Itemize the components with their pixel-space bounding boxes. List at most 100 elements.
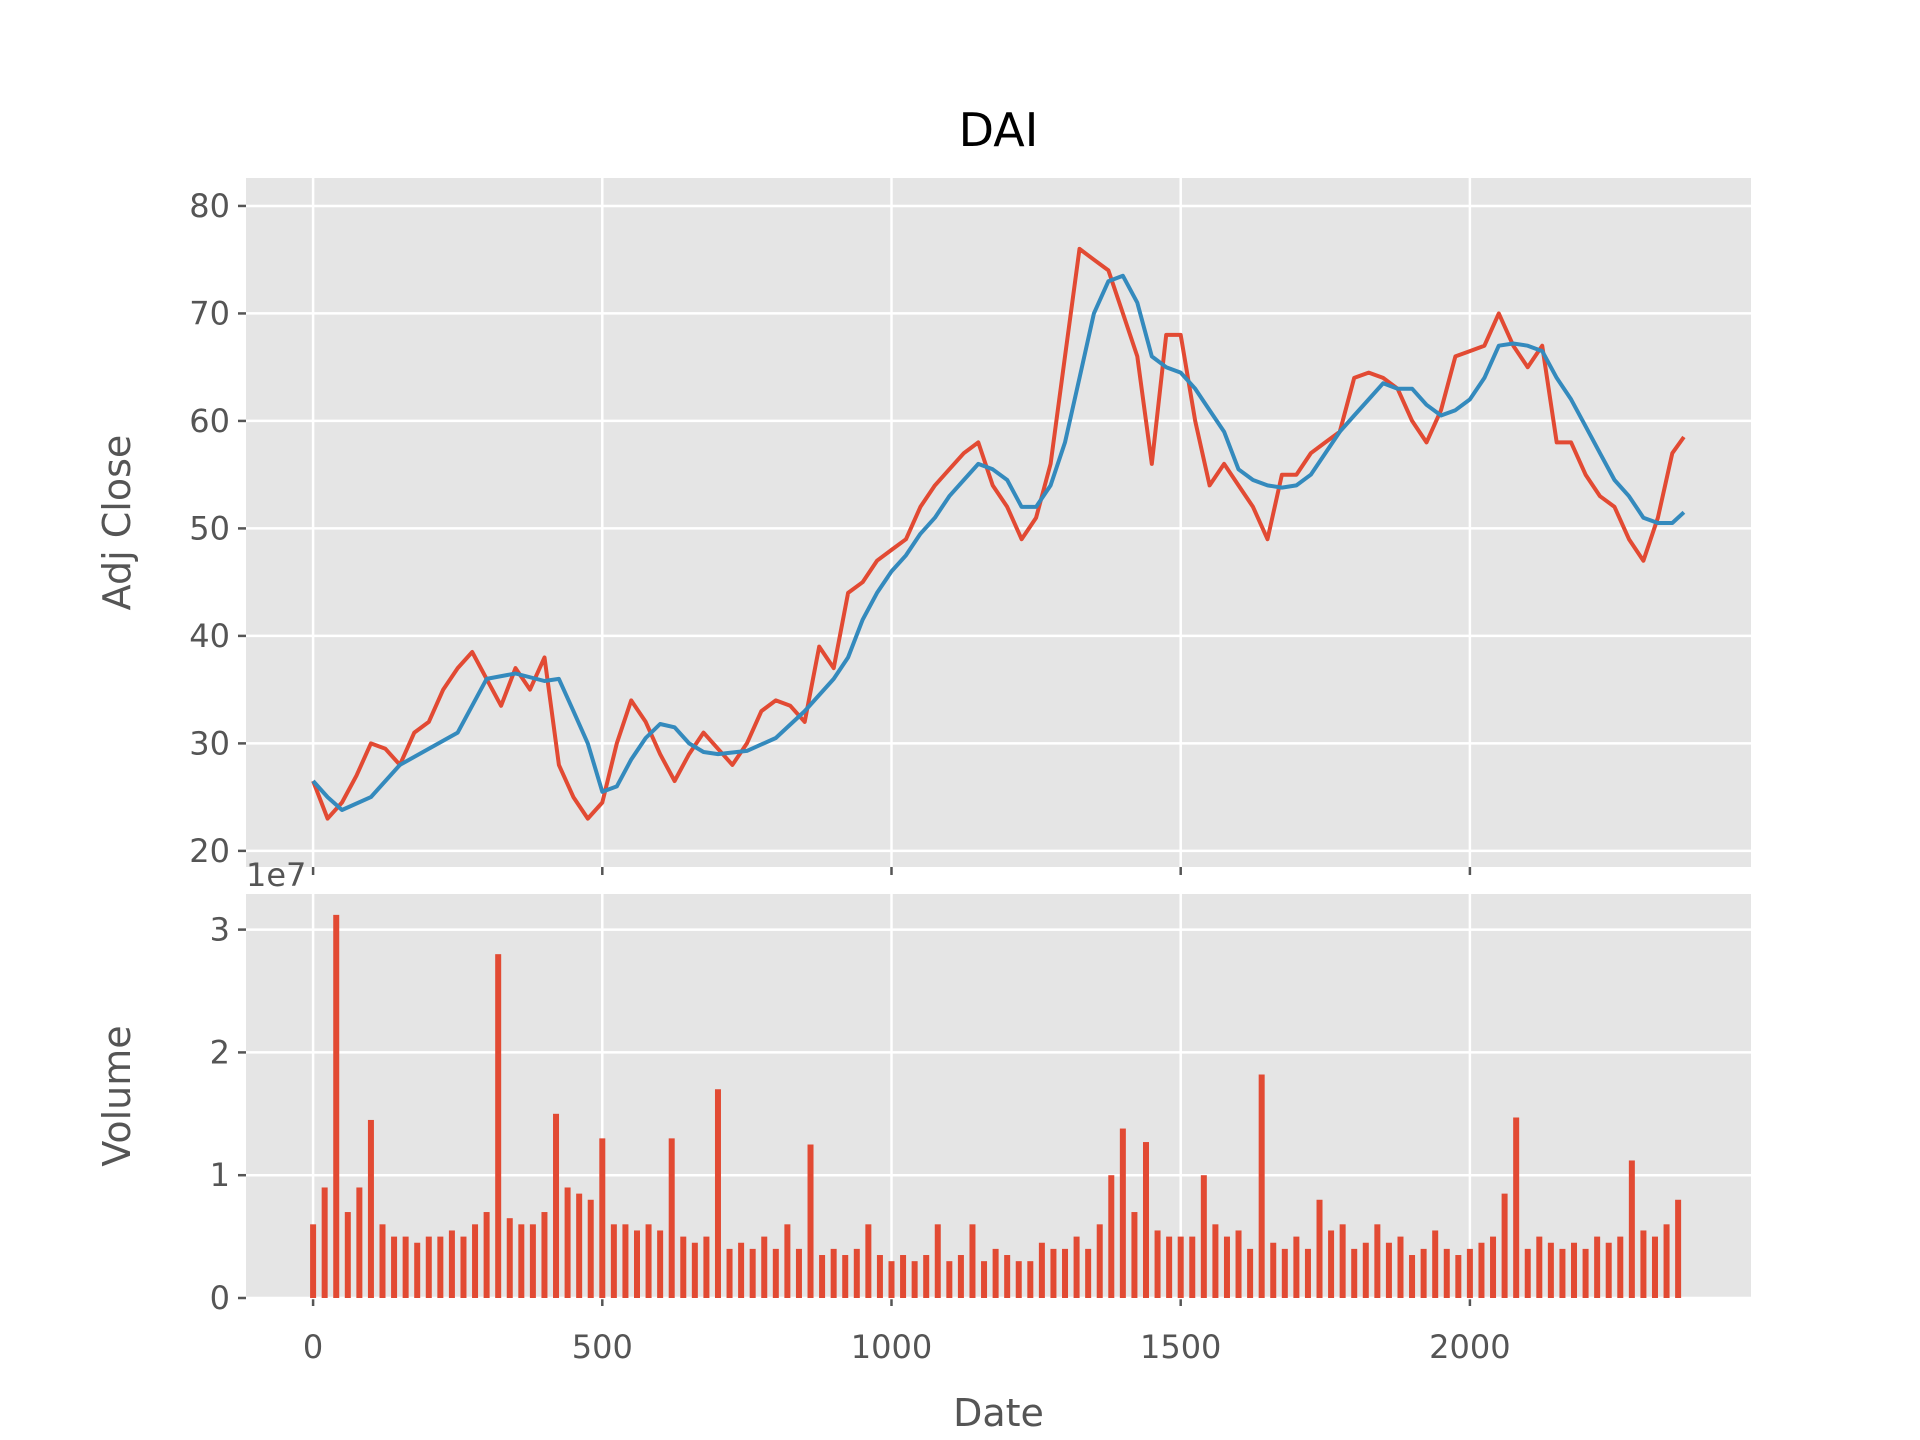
volume-bar (1142, 1142, 1149, 1298)
volume-bar (1420, 1248, 1427, 1298)
volume-bar (1119, 1128, 1126, 1298)
x-axis-label: Date (953, 1391, 1044, 1435)
volume-bar (1050, 1248, 1057, 1298)
volume-bar (1085, 1248, 1092, 1298)
volume-bar (1374, 1224, 1381, 1298)
volume-bar (911, 1261, 918, 1298)
volume-bar (957, 1255, 964, 1298)
volume-bar (553, 1113, 560, 1298)
volume-bar (541, 1212, 548, 1298)
volume-bar (564, 1187, 571, 1298)
volume-bar (1073, 1236, 1080, 1298)
volume-bar (310, 1224, 317, 1298)
volume-bar (1594, 1236, 1601, 1298)
volume-bar (923, 1255, 930, 1298)
volume-bar (657, 1230, 664, 1298)
volume-bar (414, 1242, 421, 1298)
volume-bar (1663, 1224, 1670, 1298)
volume-bar (1281, 1248, 1288, 1298)
y-axis-label: Volume (95, 1025, 139, 1166)
y-tick-label: 20 (189, 832, 230, 870)
volume-bar (356, 1187, 363, 1298)
volume-bar (772, 1248, 779, 1298)
volume-bar (333, 914, 340, 1298)
volume-bar (876, 1255, 883, 1298)
volume-bar (518, 1224, 525, 1298)
volume-bar (402, 1236, 409, 1298)
volume-bar (900, 1255, 907, 1298)
volume-bar (1131, 1212, 1138, 1298)
volume-bar (807, 1144, 814, 1298)
volume-bar (1015, 1261, 1022, 1298)
volume-bar (1235, 1230, 1242, 1298)
volume-bar (1466, 1248, 1473, 1298)
price-line (311, 273, 1686, 812)
volume-bar (795, 1248, 802, 1298)
volume-bar (1409, 1255, 1416, 1298)
volume-bar (1432, 1230, 1439, 1298)
volume-bar (691, 1242, 698, 1298)
volume-bar (1536, 1236, 1543, 1298)
volume-bar (1027, 1261, 1034, 1298)
volume-bar (344, 1212, 351, 1298)
offset-label: 1e7 (246, 856, 306, 894)
y-axis-label: Adj Close (95, 435, 139, 611)
x-tick-label: 0 (303, 1328, 323, 1366)
volume-bar (1062, 1248, 1069, 1298)
plot-area (246, 178, 1751, 867)
volume-bar (437, 1236, 444, 1298)
volume-bar (1605, 1242, 1612, 1298)
volume-bar (1478, 1242, 1485, 1298)
y-tick-label: 3 (210, 911, 230, 949)
chart-title: DAI (959, 103, 1039, 157)
volume-bar (379, 1224, 386, 1298)
volume-bar (645, 1224, 652, 1298)
y-tick-label: 40 (189, 617, 230, 655)
volume-bar (1108, 1175, 1115, 1298)
x-tick-label: 1500 (1140, 1328, 1221, 1366)
volume-bar (1501, 1193, 1508, 1298)
volume-bar (761, 1236, 768, 1298)
x-tick-label: 1000 (851, 1328, 932, 1366)
plot-area (246, 894, 1751, 1298)
volume-bar (622, 1224, 629, 1298)
price-line (311, 246, 1686, 821)
volume-bar (981, 1261, 988, 1298)
volume-bar (738, 1242, 745, 1298)
volume-bar (865, 1224, 872, 1298)
volume-bar (1200, 1175, 1207, 1298)
y-tick-label: 2 (210, 1033, 230, 1071)
volume-bar (842, 1255, 849, 1298)
volume-bar (1513, 1117, 1520, 1298)
volume-bar (599, 1138, 606, 1298)
volume-bar (391, 1236, 398, 1298)
volume-bar (633, 1230, 640, 1298)
x-tick-label: 2000 (1429, 1328, 1510, 1366)
volume-bar (668, 1138, 675, 1298)
volume-bar (1004, 1255, 1011, 1298)
volume-bar (1316, 1199, 1323, 1298)
volume-bar (1651, 1236, 1658, 1298)
volume-bar (483, 1212, 490, 1298)
volume-bar (1096, 1224, 1103, 1298)
volume-bar (1571, 1242, 1578, 1298)
volume-bar (610, 1224, 617, 1298)
volume-bar (1455, 1255, 1462, 1298)
volume-bar (946, 1261, 953, 1298)
y-tick-label: 80 (189, 187, 230, 225)
volume-bar (576, 1193, 583, 1298)
volume-bar (495, 954, 502, 1298)
volume-bar (853, 1248, 860, 1298)
volume-bar (680, 1236, 687, 1298)
volume-bar (448, 1230, 455, 1298)
y-tick-label: 30 (189, 724, 230, 762)
volume-bar (1339, 1224, 1346, 1298)
x-tick-label: 500 (572, 1328, 633, 1366)
volume-bar (784, 1224, 791, 1298)
volume-bar (1559, 1248, 1566, 1298)
volume-bar (1675, 1199, 1682, 1298)
volume-bar (703, 1236, 710, 1298)
volume-bar (888, 1261, 895, 1298)
